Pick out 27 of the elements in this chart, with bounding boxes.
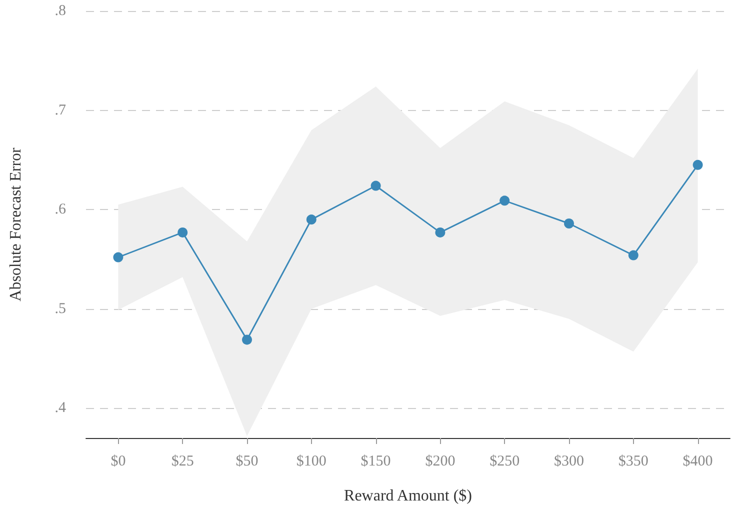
- point: [435, 227, 446, 238]
- x-tick-label: $400: [682, 454, 713, 470]
- point: [242, 334, 252, 345]
- point: [500, 196, 510, 206]
- y-tick-label: .5: [54, 300, 66, 317]
- point: [306, 214, 316, 225]
- x-tick-label: $350: [618, 454, 648, 470]
- x-tick-label: $250: [490, 454, 520, 470]
- point: [370, 180, 381, 191]
- y-tick-label: .4: [54, 400, 66, 416]
- point: [628, 250, 638, 260]
- y-axis-title: Absolute Forecast Error: [8, 146, 24, 302]
- x-tick-label: $50: [236, 454, 258, 470]
- x-tick-label: $100: [296, 454, 326, 470]
- y-tick-label: .6: [54, 202, 66, 218]
- x-tick-label: $300: [554, 454, 584, 470]
- x-tick-label: $25: [171, 454, 194, 470]
- y-tick-label: .8: [54, 3, 66, 19]
- point: [113, 252, 124, 262]
- x-tick-label: $200: [425, 454, 456, 470]
- x-tick-label: $0: [110, 454, 126, 470]
- point: [178, 227, 188, 238]
- point: [564, 218, 574, 229]
- x-axis-title: Reward Amount ($): [344, 488, 472, 504]
- y-tick-label: .7: [54, 102, 66, 118]
- point: [692, 160, 703, 170]
- x-tick-label: $150: [360, 454, 391, 470]
